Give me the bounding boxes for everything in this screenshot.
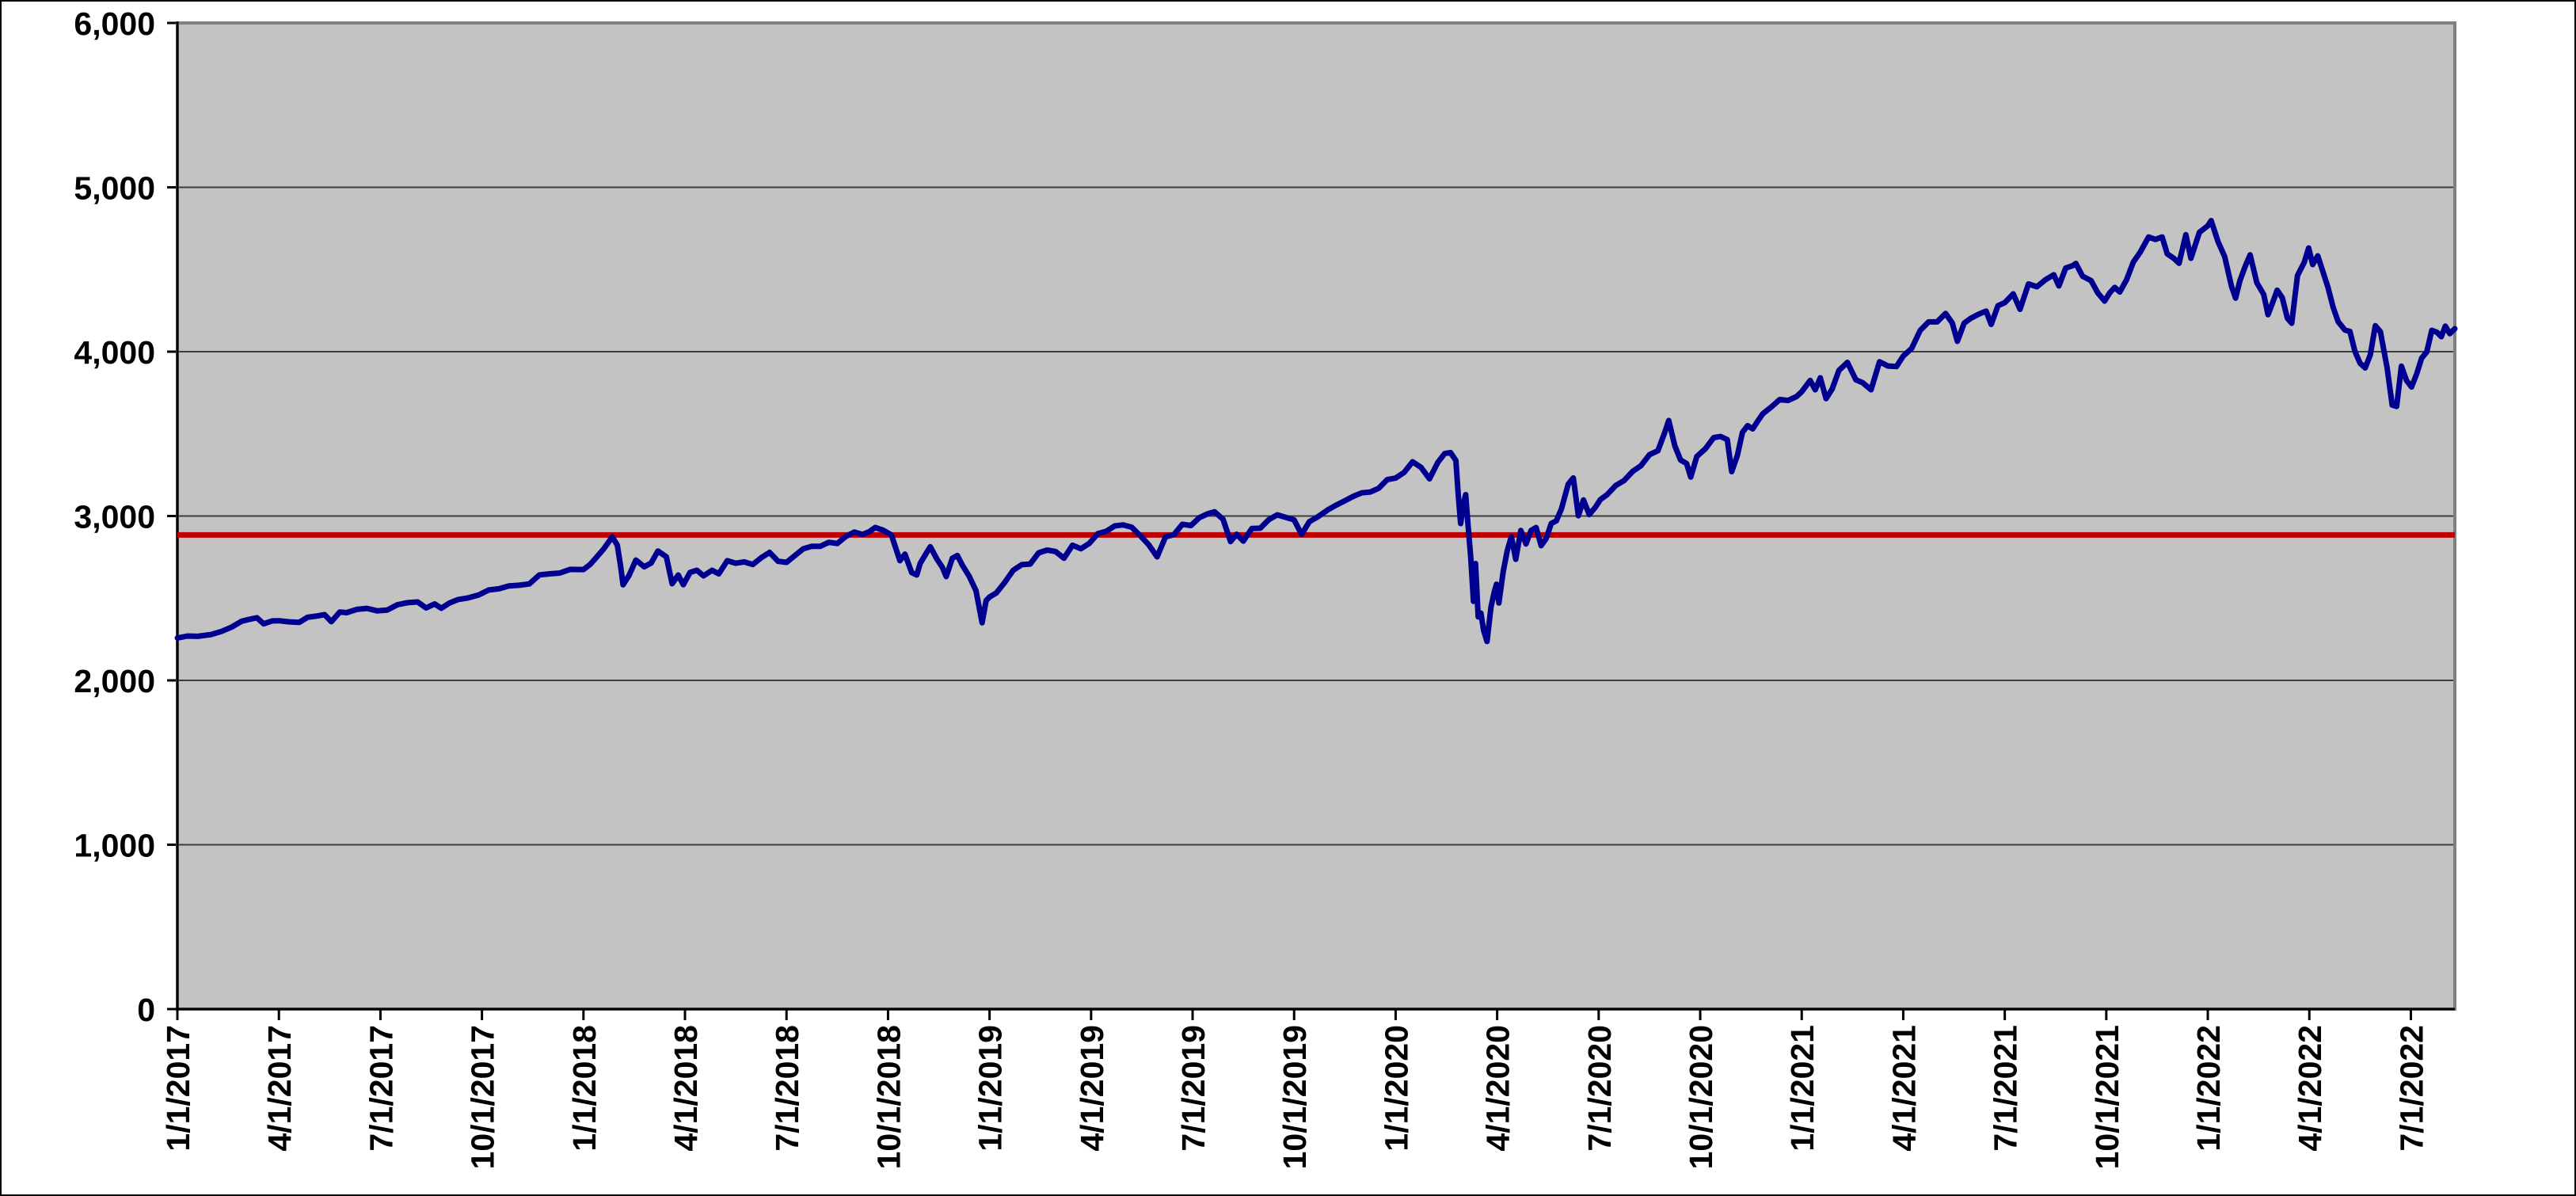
x-axis-label: 4/1/2018 bbox=[668, 1025, 704, 1152]
x-axis-label: 1/1/2020 bbox=[1378, 1025, 1414, 1152]
price-line bbox=[174, 218, 2458, 645]
x-axis-label: 7/1/2019 bbox=[1175, 1025, 1212, 1152]
y-axis-label: 0 bbox=[137, 992, 155, 1028]
y-axis-label: 1,000 bbox=[74, 828, 155, 864]
y-axis-label: 4,000 bbox=[74, 334, 155, 371]
x-axis-label: 7/1/2017 bbox=[363, 1025, 399, 1152]
y-axis-label: 2,000 bbox=[74, 663, 155, 699]
y-axis-label: 5,000 bbox=[74, 170, 155, 207]
x-axis-label: 10/1/2020 bbox=[1683, 1025, 1719, 1169]
x-axis-label: 4/1/2020 bbox=[1480, 1025, 1516, 1152]
x-axis-label: 1/1/2021 bbox=[1784, 1025, 1821, 1152]
x-axis-label: 1/1/2022 bbox=[2190, 1025, 2227, 1152]
x-axis-label: 10/1/2018 bbox=[870, 1025, 907, 1169]
x-axis-label: 7/1/2018 bbox=[769, 1025, 805, 1152]
x-axis-label: 4/1/2017 bbox=[261, 1025, 298, 1152]
x-axis-label: 7/1/2022 bbox=[2393, 1025, 2430, 1152]
y-axis-label: 3,000 bbox=[74, 499, 155, 535]
x-axis-label: 10/1/2021 bbox=[2089, 1025, 2125, 1169]
x-axis-label: 7/1/2021 bbox=[1988, 1025, 2024, 1152]
x-axis-label: 1/1/2017 bbox=[160, 1025, 196, 1152]
x-axis-label: 4/1/2021 bbox=[1885, 1025, 1922, 1152]
x-axis-label: 10/1/2019 bbox=[1277, 1025, 1313, 1169]
x-axis-label: 10/1/2017 bbox=[465, 1025, 501, 1169]
x-axis-label: 7/1/2020 bbox=[1581, 1025, 1618, 1152]
x-axis-label: 4/1/2022 bbox=[2292, 1025, 2328, 1152]
y-axis-label: 6,000 bbox=[74, 6, 155, 42]
x-axis-label: 4/1/2019 bbox=[1074, 1025, 1110, 1152]
x-axis-label: 1/1/2018 bbox=[566, 1025, 603, 1152]
x-axis-label: 1/1/2019 bbox=[972, 1025, 1009, 1152]
